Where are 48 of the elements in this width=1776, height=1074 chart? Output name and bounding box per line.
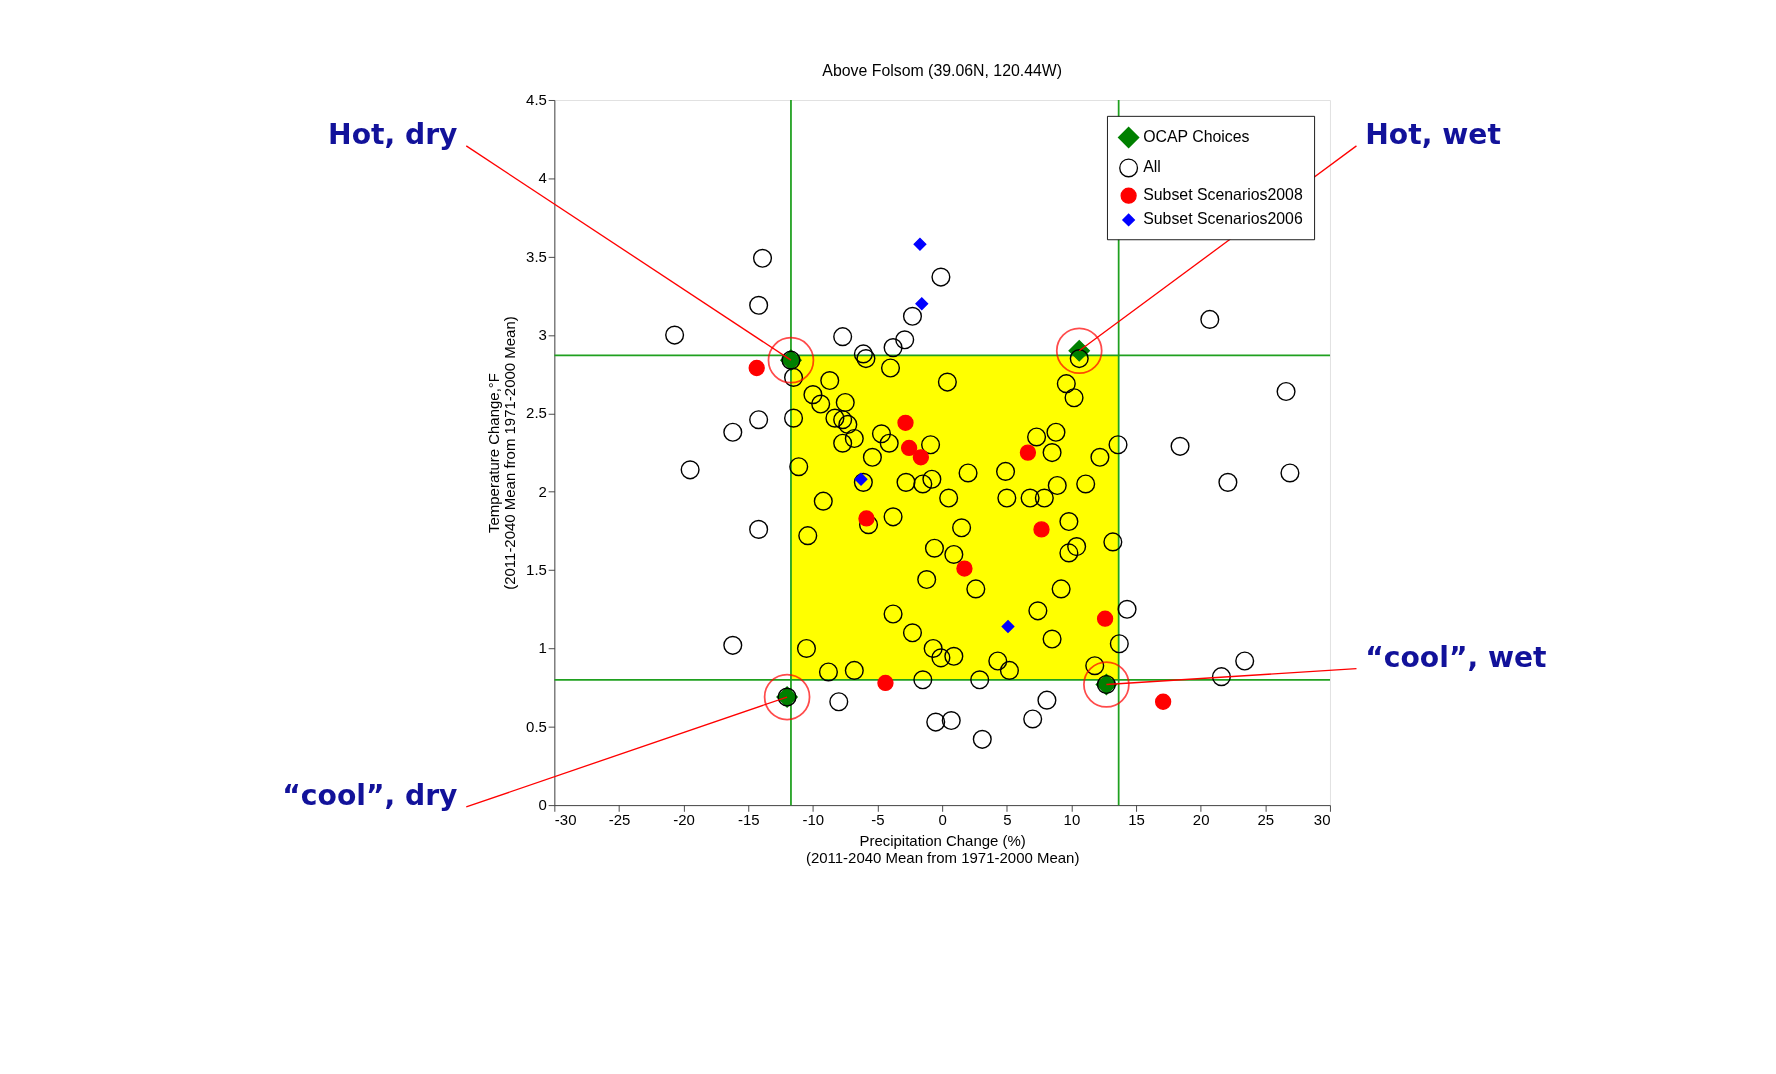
y-tick-label: 2 [538,482,547,500]
legend-label: OCAP Choices [1143,127,1250,145]
chart-title: Above Folsom (39.06N, 120.44W) [822,62,1063,80]
x-tick-label: 30 [1313,810,1331,828]
annotation: Hot, dry [328,118,458,152]
legend-label: All [1143,158,1161,176]
annotation: “cool”, wet [1365,640,1547,674]
y-tick-label: 4.5 [526,90,547,108]
y-tick-label: 3.5 [526,247,547,265]
x-tick-label: 25 [1257,810,1275,828]
y-tick-label: 3 [538,325,547,343]
point [1033,521,1050,538]
x-tick-label: 0 [938,810,947,828]
point [897,414,914,431]
point [1154,693,1172,710]
y-tick-label: 4 [538,169,547,187]
legend-label: Subset Scenarios2006 [1143,210,1303,228]
point [748,359,765,377]
point [900,439,918,457]
y-tick-label: 1.5 [526,560,547,578]
x-tick-label: 10 [1063,810,1081,828]
y-tick-label: 2.5 [526,404,547,422]
point [1096,610,1114,627]
x-tick-label: -20 [673,810,695,828]
annotation: Hot, wet [1365,118,1501,152]
point [877,674,894,692]
point [1019,444,1037,461]
point [1001,620,1015,633]
x-tick-label: -5 [871,810,885,828]
y-tick-label: 1 [538,639,547,657]
x-tick-label: 5 [1003,810,1012,828]
x-axis-title: Precipitation Change (%) (2011-2040 Mean from 1971-2000 Mean) [805,832,1080,866]
point [915,297,929,311]
x-tick-label: 20 [1192,810,1210,828]
x-tick-label: -30 [554,810,577,828]
legend-label: Subset Scenarios2008 [1143,186,1303,204]
point [913,237,927,251]
y-tick-label: 0.5 [526,717,547,735]
y-tick-label: 0 [538,796,547,813]
point [956,560,973,577]
x-tick-label: -25 [608,810,631,828]
point [912,449,930,466]
x-tick-label: -15 [737,810,760,828]
x-tick-label: -10 [802,810,825,828]
x-tick-label: 15 [1128,810,1145,828]
point [858,510,875,527]
y-axis-title: Temperature Change,°F (2011-2040 Mean from 1971-2000 Mean) [484,316,519,590]
annotation: “cool”, dry [282,779,458,813]
